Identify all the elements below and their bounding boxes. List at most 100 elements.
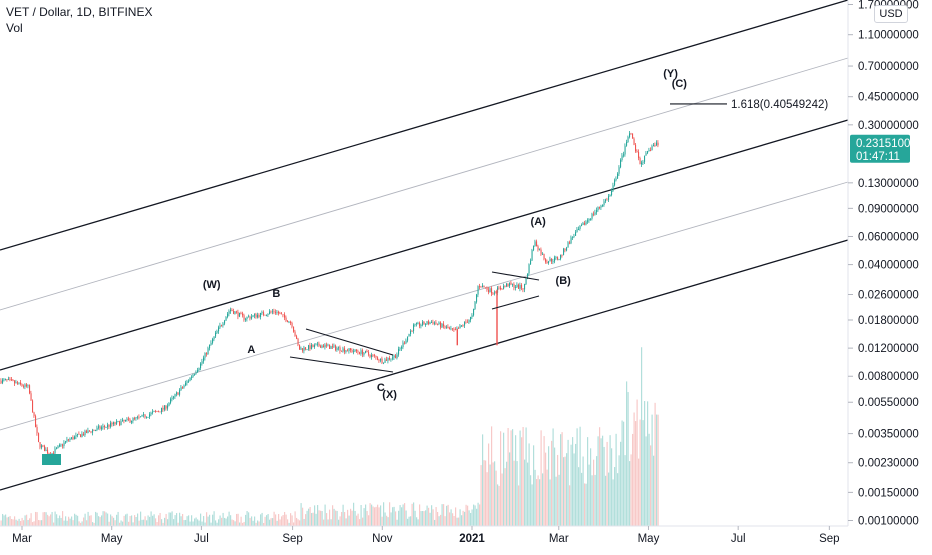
volume-bar: [594, 474, 596, 526]
candle-body: [632, 133, 634, 139]
volume-bar: [402, 504, 404, 526]
candle-body: [87, 430, 89, 434]
candle-body: [44, 446, 46, 452]
candle-body: [458, 328, 460, 330]
candle-body: [198, 368, 200, 371]
volume-bar: [101, 515, 103, 526]
volume-bar: [116, 514, 118, 526]
volume-bar: [261, 512, 263, 526]
candle-body: [440, 322, 442, 328]
volume-bar: [569, 485, 571, 526]
volume-bar: [212, 514, 214, 526]
wave-label: C: [377, 382, 385, 394]
currency-button[interactable]: USD: [874, 5, 908, 23]
volume-bar: [651, 414, 653, 526]
volume-bar: [377, 504, 379, 526]
candle-body: [126, 418, 128, 420]
volume-bar: [77, 515, 79, 526]
candle-body: [356, 349, 358, 352]
volume-bar: [359, 519, 361, 526]
volume-bar: [6, 517, 8, 526]
candle-body: [459, 325, 461, 329]
candle-body: [479, 286, 481, 287]
volume-bar: [243, 521, 245, 526]
candle-body: [188, 380, 190, 382]
candle-body: [452, 328, 454, 330]
candle-body: [224, 320, 226, 324]
candle-body: [269, 311, 271, 314]
candle-body: [569, 242, 571, 244]
candle-body: [230, 309, 232, 312]
volume-bar: [354, 510, 356, 526]
candle-body: [578, 228, 580, 230]
volume-bar: [365, 504, 367, 526]
candle-body: [135, 417, 137, 419]
candle-body: [617, 173, 619, 179]
volume-bar: [198, 520, 200, 526]
volume-bar: [588, 464, 590, 526]
volume-bar: [524, 459, 526, 526]
y-tick-label: 0.00800000: [858, 371, 919, 383]
volume-bar: [159, 512, 161, 526]
volume-bar: [483, 460, 485, 526]
volume-bar: [386, 515, 388, 526]
candle-body: [495, 292, 497, 294]
pattern-line-1[interactable]: [289, 356, 394, 373]
pattern-line-3[interactable]: [491, 295, 540, 310]
x-tick-label: Mar: [549, 533, 569, 545]
volume-bar: [531, 484, 533, 526]
volume-bar: [513, 460, 515, 526]
candle-body: [246, 316, 248, 319]
highlight-box[interactable]: [42, 454, 61, 465]
candle-body: [566, 247, 568, 251]
channel-line-1[interactable]: [0, 57, 849, 311]
volume-bar: [201, 521, 203, 526]
candle-body: [26, 384, 28, 387]
volume-bar: [504, 468, 506, 526]
volume-bar: [606, 441, 608, 526]
volume-bar: [507, 427, 509, 526]
candle-body: [342, 348, 344, 352]
channel-line-2[interactable]: [0, 119, 849, 371]
volume-bar: [510, 430, 512, 526]
volume-bar: [20, 521, 22, 526]
candle-body: [117, 421, 119, 422]
pattern-line-2[interactable]: [491, 271, 540, 281]
candle-body: [498, 287, 500, 289]
volume-bar: [153, 514, 155, 526]
candle-body: [96, 427, 98, 430]
volume-bar: [125, 514, 127, 526]
channel-line-0[interactable]: [0, 0, 849, 251]
volume-bar: [369, 503, 371, 526]
candle-body: [557, 257, 559, 260]
channel-line-4[interactable]: [0, 239, 849, 491]
volume-bar: [203, 516, 205, 526]
volume-bar: [176, 513, 178, 526]
volume-bar: [281, 516, 283, 526]
volume-bar: [69, 518, 71, 526]
volume-bar: [308, 508, 310, 526]
candle-body: [426, 321, 428, 325]
wave-annotations: (W) A B C(X) (A) (B) (Y)(C): [203, 68, 687, 401]
channel-line-3[interactable]: [0, 181, 849, 431]
candle-body: [144, 414, 146, 418]
y-tick-label: 0.01200000: [858, 343, 919, 355]
volume-bar: [471, 509, 473, 526]
candle-body: [131, 420, 133, 423]
volume-bar: [512, 429, 514, 526]
candle-body: [552, 261, 554, 263]
volume-bar: [650, 445, 652, 526]
pattern-line-0[interactable]: [305, 328, 394, 356]
candle-body: [95, 429, 97, 431]
volume-bar: [617, 473, 619, 526]
volume-bar: [356, 515, 358, 526]
candle-body: [57, 446, 59, 448]
volume-bar: [326, 513, 328, 526]
candle-body: [467, 321, 469, 323]
volume-bar: [59, 515, 61, 526]
volume-bar: [468, 510, 470, 526]
volume-bar: [486, 472, 488, 526]
